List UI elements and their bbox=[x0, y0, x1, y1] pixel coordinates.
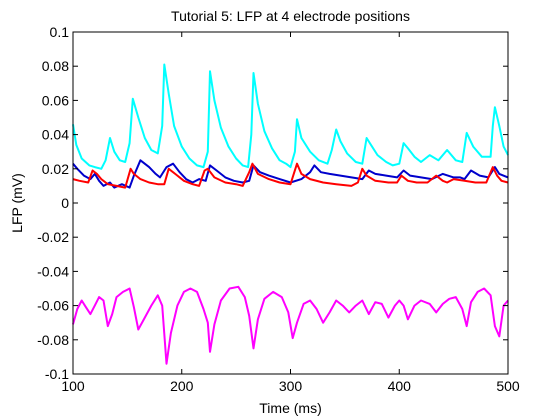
y-tick-label: -0.02 bbox=[37, 229, 69, 245]
series-line-4 bbox=[72, 285, 509, 365]
series-layer bbox=[72, 63, 509, 365]
ticks-layer: 100 200 300 400 500 0.1 0.08 0.06 0.04 0.02 0 -0.02… bbox=[37, 24, 520, 394]
y-tick-label: 0.02 bbox=[42, 161, 69, 177]
y-tick-label: 0.06 bbox=[42, 92, 69, 108]
y-tick-label: -0.06 bbox=[37, 298, 69, 314]
y-tick-label: 0 bbox=[61, 195, 69, 211]
x-tick-label: 500 bbox=[496, 378, 520, 394]
x-tick-label: 400 bbox=[388, 378, 412, 394]
x-tick-label: 200 bbox=[170, 378, 194, 394]
y-tick-label: -0.04 bbox=[37, 263, 69, 279]
x-tick-label: 100 bbox=[61, 378, 85, 394]
y-tick-label: 0.04 bbox=[42, 127, 69, 143]
chart-title: Tutorial 5: LFP at 4 electrode positions bbox=[171, 8, 410, 24]
y-tick-label: -0.1 bbox=[45, 366, 69, 382]
y-tick-label: 0.08 bbox=[42, 58, 69, 74]
series-line-1 bbox=[72, 63, 509, 170]
series-line-3 bbox=[72, 162, 509, 189]
y-tick-label: 0.1 bbox=[50, 24, 70, 40]
y-tick-label: -0.08 bbox=[37, 332, 69, 348]
y-axis-label: LFP (mV) bbox=[9, 173, 25, 233]
x-tick-label: 300 bbox=[279, 378, 303, 394]
x-axis-label: Time (ms) bbox=[259, 400, 321, 416]
